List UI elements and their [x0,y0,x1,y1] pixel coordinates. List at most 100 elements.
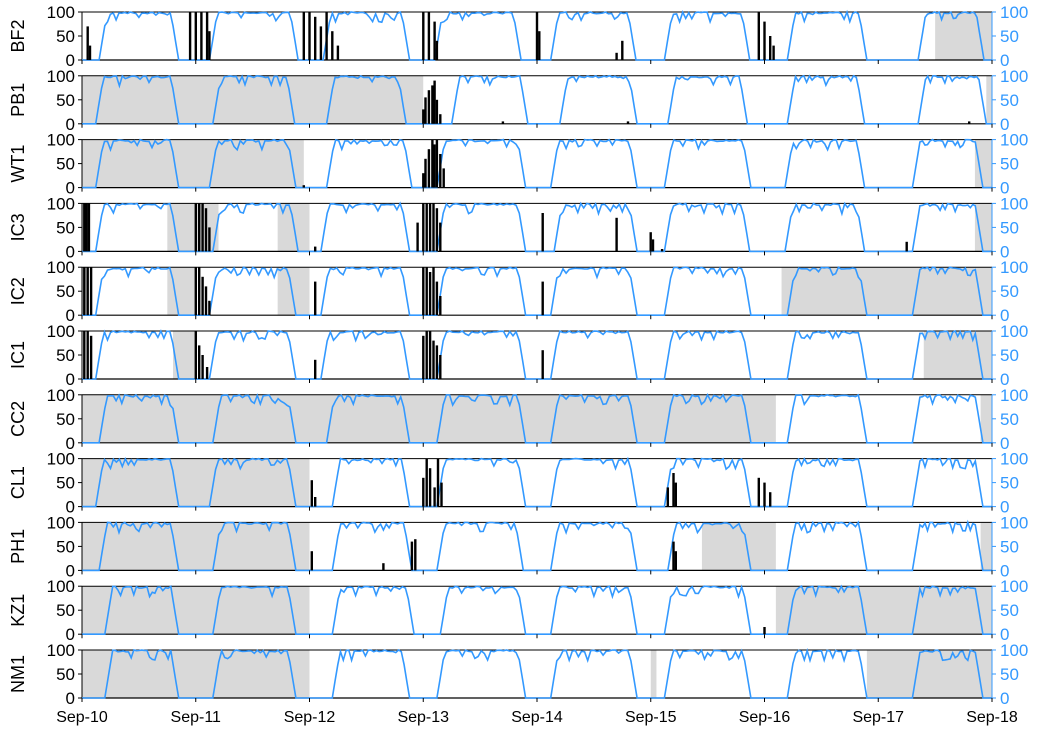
bar [194,331,197,379]
right-tick-label: 50 [1000,474,1019,493]
left-tick-label: 100 [47,641,75,660]
bar [416,222,419,252]
bar [432,267,435,316]
shaded-region [82,75,424,124]
right-tick-label: 0 [1000,242,1009,261]
left-tick-label: 0 [66,242,75,261]
x-tick-label: Sep-18 [966,709,1018,726]
bar [427,12,431,60]
left-tick-label: 50 [56,91,75,110]
series-line [82,647,992,699]
bar [87,203,90,252]
shaded-region [650,650,657,698]
left-tick-label: 0 [66,306,75,325]
bar [674,482,677,507]
right-tick-label: 50 [1000,91,1019,110]
bar [436,458,440,507]
right-tick-label: 50 [1000,282,1019,301]
bar [439,222,442,252]
bar [433,487,436,507]
left-tick-label: 50 [56,665,75,684]
panel-wt1: 0 50 100 0 50 100 WT1 [8,131,1028,198]
bar [194,267,197,316]
bar [757,12,760,60]
right-tick-label: 0 [1000,306,1009,325]
shaded-region [775,586,992,635]
left-tick-label: 100 [47,194,75,213]
bar [83,331,86,379]
right-tick-label: 100 [1000,322,1028,341]
right-tick-label: 50 [1000,27,1019,46]
bar [314,16,317,60]
bar [439,296,442,316]
bar [428,272,432,316]
x-tick-label: Sep-14 [511,709,563,726]
shaded-region [974,139,992,188]
shaded-region [980,394,992,443]
bar [382,563,385,571]
bar [439,114,442,124]
bar [425,203,428,252]
left-tick-label: 100 [47,67,75,86]
shaded-region [82,650,310,698]
bar [205,12,209,60]
panel-label: CC2 [8,401,28,437]
left-tick-label: 50 [56,410,75,429]
panel-label: IC3 [8,213,28,241]
bar [435,139,439,188]
shaded-region [82,394,776,443]
panel-label: WT1 [8,145,28,183]
bar [651,239,655,252]
panel-pb1: 0 50 100 0 50 100 PB1 [8,67,1028,134]
left-tick-label: 100 [47,322,75,341]
left-tick-label: 0 [66,51,75,70]
bar [201,203,204,252]
right-tick-label: 50 [1000,537,1019,556]
left-tick-label: 0 [66,434,75,453]
series-line [82,266,992,316]
series-line [82,201,992,253]
bar [410,541,414,571]
right-tick-label: 0 [1000,434,1009,453]
right-tick-label: 0 [1000,689,1009,708]
bar [314,359,317,379]
bar [769,492,772,507]
right-tick-label: 0 [1000,625,1009,644]
right-tick-label: 50 [1000,218,1019,237]
bar [314,281,317,316]
shaded-region [701,522,776,571]
left-tick-label: 0 [66,625,75,644]
left-tick-label: 0 [66,115,75,134]
left-tick-label: 100 [47,386,75,405]
bar [86,267,89,316]
right-tick-label: 100 [1000,450,1028,469]
bar [541,213,544,252]
bar [428,468,432,507]
right-tick-label: 100 [1000,131,1028,150]
bar [425,267,428,316]
panel-label: IC1 [8,341,28,369]
series-line [82,456,992,508]
bar [325,12,328,60]
bar [424,97,427,124]
panel-nm1: 0 50 100 0 50 100 NM1 [8,641,1028,708]
bar [310,551,313,571]
bar [649,232,652,252]
series-line [82,329,992,380]
bar [422,173,425,188]
left-tick-label: 50 [56,27,75,46]
bar [541,281,544,316]
bar [435,345,439,379]
bar [208,300,211,316]
right-tick-label: 100 [1000,386,1028,405]
bar [615,52,618,60]
left-tick-label: 50 [56,218,75,237]
bar [425,458,428,507]
bar [198,203,201,252]
bar [672,473,675,507]
panel-cc2: 0 50 100 0 50 100 CC2 [8,386,1028,453]
bar [302,185,305,188]
left-tick-label: 100 [47,3,75,22]
bar [672,541,675,571]
right-tick-label: 100 [1000,3,1028,22]
